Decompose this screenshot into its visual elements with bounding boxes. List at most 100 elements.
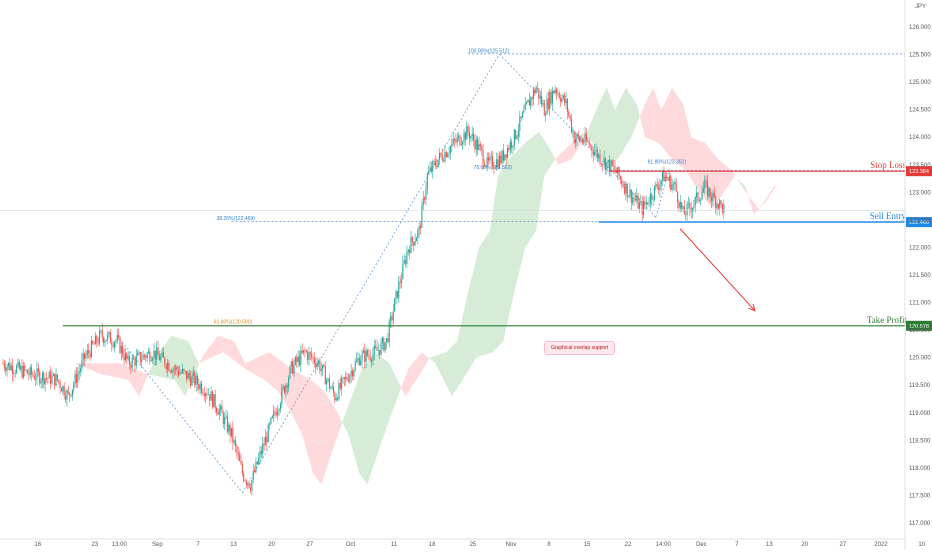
candle-down [505,154,507,158]
y-tick-label: 123.500 [909,163,931,169]
candle-down [33,375,35,380]
candle-down [543,102,545,116]
candle-down [453,139,456,141]
candle-up [432,161,434,172]
candle-down [304,349,306,351]
x-tick-label: Sep [152,542,163,548]
candle-up [606,162,608,170]
candle-down [103,337,105,343]
candle-down [217,412,219,415]
x-tick-label: 20 [268,542,275,548]
candle-up [20,366,22,370]
candle-up [640,201,642,203]
candle-up [610,160,612,172]
candle-up [365,350,367,362]
candle-up [195,375,197,385]
candle-down [128,356,131,366]
candle-down [70,395,72,397]
candle-up [277,411,279,416]
candle-up [233,440,235,443]
x-tick-label: Oct [346,542,356,548]
candle-down [183,369,185,371]
candle-up [542,102,544,105]
candle-up [380,342,382,355]
candle-down [275,413,277,416]
candle-up [696,192,698,197]
candle-down [467,126,469,133]
candle-down [651,193,653,200]
candle-up [172,369,174,373]
candle-down [581,139,583,143]
candle-down [315,363,317,368]
candle-up [40,380,42,384]
candle-up [712,192,714,201]
candle-up [513,129,515,146]
candle-down [43,373,45,385]
x-tick-label: 27 [306,542,313,548]
candle-down [311,353,313,358]
candle-up [649,193,651,204]
stop-loss-label: Stop Loss [870,160,906,170]
candle-down [569,115,571,119]
candle-up [723,204,725,213]
x-tick-label: 7 [735,542,739,548]
candle-up [428,171,430,174]
candle-down [577,133,579,137]
candle-down [109,332,111,344]
x-tick-label: Nov [506,542,517,548]
candle-down [134,359,136,366]
candle-down [424,197,426,200]
candle-down [705,180,707,182]
candle-down [464,132,466,140]
candle-up [395,290,397,299]
candle-up [636,195,638,201]
candle-up [377,350,379,351]
candle-up [672,183,675,185]
candle-down [229,424,231,436]
candle-down [502,150,505,161]
candle-up [62,386,64,392]
candle-up [414,241,416,246]
candle-up [407,249,409,253]
candle-up [572,131,574,132]
candle-up [270,417,272,424]
candle-down [92,340,94,344]
candle-down [237,453,239,456]
candle-down [678,202,680,208]
candle-up [7,362,9,367]
candle-down [154,350,156,360]
candle-up [460,144,462,145]
candle-down [633,197,635,200]
candle-up [394,298,396,312]
candle-up [113,342,116,348]
candle-down [26,370,29,374]
candle-up [447,154,449,158]
candle-down [266,436,268,443]
candle-up [213,394,215,407]
candle-up [115,340,117,343]
candle-up [501,150,503,163]
candle-up [120,345,122,354]
candle-down [667,178,669,181]
x-tick-label: 11 [391,542,398,548]
y-tick-label: 119.500 [909,383,931,389]
candle-up [36,368,38,379]
candle-down [500,155,502,163]
candle-up [99,331,101,344]
candle-down [286,384,288,388]
candle-down [232,427,234,443]
candle-down [715,197,717,209]
candle-up [549,92,551,109]
candle-up [426,173,428,189]
candle-down [63,386,65,397]
candle-down [685,214,687,216]
candle-down [248,483,250,488]
candle-up [142,354,144,360]
candle-up [220,405,222,410]
x-tick-label: 10 [918,542,925,548]
x-tick-label: 14:00 [656,542,672,548]
y-tick-label: 125.000 [909,80,931,86]
candle-down [209,394,211,401]
